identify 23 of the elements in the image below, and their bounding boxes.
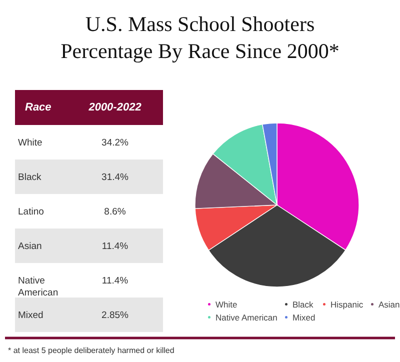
legend-label: Mixed <box>292 312 316 322</box>
category-label: Asian <box>18 240 42 252</box>
text: * at least 5 people deliberately harmed or killed <box>8 346 174 355</box>
data-label: 11.4% <box>102 275 129 286</box>
category-label: Native American <box>18 275 58 298</box>
data-label: 11.4% <box>102 240 129 252</box>
data-label: 8.6% <box>104 206 126 218</box>
data-label: 34.2% <box>102 137 130 148</box>
category-label: Black <box>18 172 42 183</box>
legend-label: Hispanic <box>330 299 364 310</box>
category-label: Latino <box>18 206 44 218</box>
category-label: White <box>18 137 42 148</box>
text: U.S. Mass School Shooters <box>85 12 315 36</box>
legend-label: Asian <box>378 299 400 310</box>
data-label: 2.85% <box>102 310 130 321</box>
text: 2000-2022 <box>88 102 142 114</box>
legend-label: Black <box>292 299 314 310</box>
category-label: Mixed <box>18 310 44 321</box>
legend-label: White <box>216 299 238 310</box>
text: Percentage By Race Since 2000* <box>60 39 340 63</box>
data-label: 31.4% <box>102 172 130 183</box>
legend-label: Native American <box>216 312 278 322</box>
text: Race <box>25 102 52 114</box>
